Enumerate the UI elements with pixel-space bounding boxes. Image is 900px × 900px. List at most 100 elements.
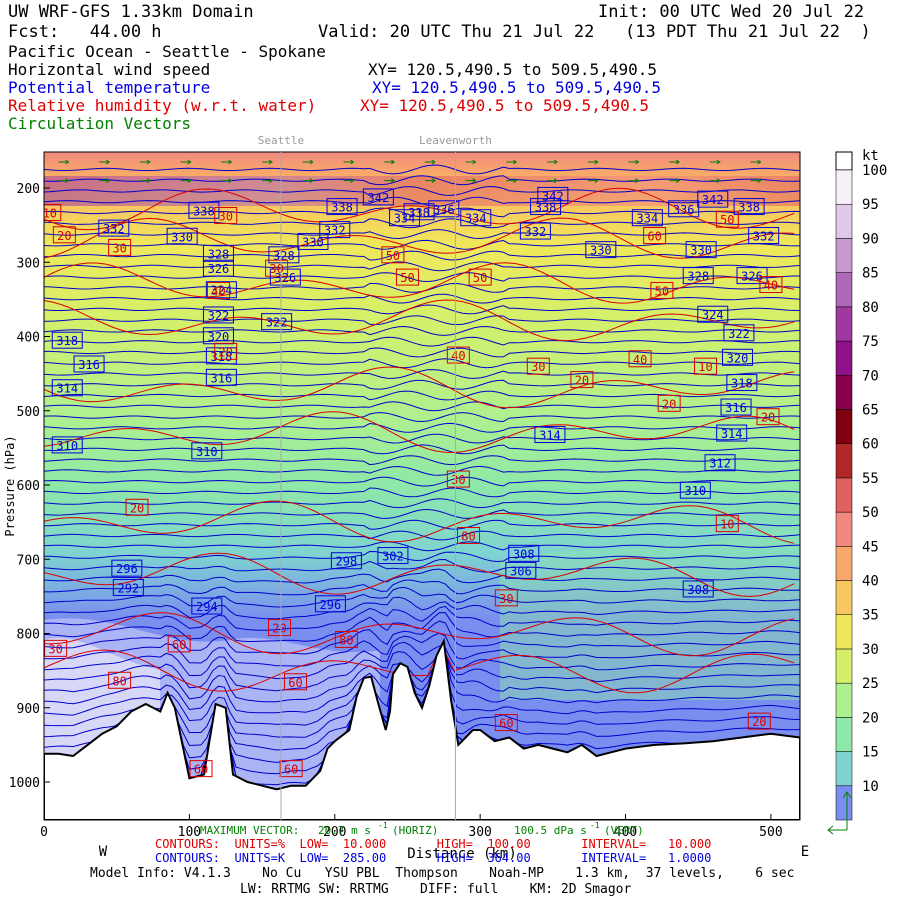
- colorbar-cell: [835, 682, 853, 718]
- circulation-vector: [424, 159, 436, 165]
- rh-label: 40: [211, 284, 225, 298]
- isentrope-line: [44, 649, 800, 714]
- rh-contour-line: [44, 366, 795, 409]
- max-vector-horiz-tag: (HORIZ): [392, 824, 438, 837]
- xlabel: Distance (km): [407, 846, 517, 862]
- rh-label-box: [457, 526, 481, 544]
- theta-label-box: [73, 355, 105, 373]
- colorbar-cell: [835, 272, 853, 308]
- isentrope-line: [44, 476, 800, 487]
- circulation-vector: [547, 178, 558, 183]
- isentrope-line: [44, 272, 800, 283]
- rh-label-box: [44, 639, 68, 657]
- rh-label: Relative humidity (w.r.t. water): [8, 96, 317, 115]
- rh-label-box: [468, 268, 492, 286]
- rh-label: 80: [339, 633, 353, 647]
- colorbar-cell: [835, 648, 853, 684]
- isentrope-line: [44, 185, 800, 196]
- rh-label-box: [108, 671, 132, 689]
- isentrope-line: [44, 207, 800, 218]
- rh-label: 20: [57, 229, 71, 243]
- rh-label: 40: [764, 279, 778, 293]
- circulation-vector: [424, 178, 436, 183]
- theta-label: 324: [211, 284, 233, 298]
- theta-label-box: [112, 578, 144, 596]
- circulation-vector: [506, 178, 518, 183]
- isentrope-line: [44, 315, 800, 326]
- isentrope-line: [44, 444, 800, 455]
- colorbar-label: 70: [862, 368, 879, 384]
- theta-label: 296: [116, 562, 138, 576]
- rh-label: 20: [219, 345, 233, 359]
- rh-label: 20: [130, 501, 144, 515]
- circulation-vector: [750, 178, 762, 183]
- circulation-vector: [547, 159, 558, 165]
- isentrope-line: [44, 293, 800, 304]
- isentrope-line: [44, 358, 800, 369]
- model-info-physics: LW: RRTMG SW: RRTMG DIFF: full KM: 2D Sm…: [240, 882, 632, 897]
- isentrope-line: [44, 422, 800, 433]
- x-tick-label: 200: [323, 825, 346, 840]
- circulation-vector: [99, 159, 111, 165]
- circulation-vector: [465, 159, 477, 165]
- max-vector-vert-unit: -1: [590, 821, 600, 830]
- circulation-vector: [99, 178, 111, 183]
- theta-label: 342: [542, 189, 564, 203]
- colorbar-label: 15: [862, 745, 879, 761]
- rh-label: 50: [386, 249, 400, 263]
- rh-label-box: [494, 714, 518, 732]
- theta-label: 332: [324, 224, 346, 238]
- theta-label: 320: [727, 351, 749, 365]
- isentrope-line: [44, 620, 800, 655]
- colorbar-cell: [835, 409, 853, 444]
- rh-label-box: [214, 342, 238, 360]
- rh-label: 20: [662, 397, 676, 411]
- theta-label: 318: [731, 377, 753, 391]
- theta-label-box: [682, 580, 714, 598]
- theta-label: 334: [465, 212, 487, 226]
- isentrope-line: [44, 250, 800, 261]
- theta-label-box: [508, 544, 540, 562]
- theta-contour-info: CONTOURS: UNITS=K LOW= 285.00 HIGH= 364.…: [155, 851, 712, 865]
- isentrope-line: [44, 498, 800, 509]
- theta-label-box: [166, 227, 198, 245]
- theta-label: 338: [331, 201, 353, 215]
- theta-label: 314: [721, 427, 743, 441]
- theta-label: 310: [56, 439, 78, 453]
- theta-label-box: [704, 454, 736, 472]
- theta-label: 328: [208, 247, 230, 261]
- west-label: W: [99, 844, 108, 860]
- isentrope-line: [44, 304, 800, 315]
- colorbar-label: 35: [862, 608, 879, 624]
- theta-label-box: [720, 398, 752, 416]
- circulation-vector: [709, 159, 721, 165]
- theta-label: 318: [211, 350, 233, 364]
- rh-label-box: [715, 210, 739, 228]
- theta-label: 316: [725, 401, 747, 415]
- rh-label-box: [395, 268, 419, 286]
- colorbar-cell: [835, 580, 853, 615]
- rh-label-box: [628, 350, 652, 368]
- circulation-vector: [587, 159, 599, 165]
- colorbar-cell: [835, 151, 853, 171]
- theta-label: 324: [702, 308, 724, 322]
- theta-label-box: [631, 209, 663, 227]
- theta-label: 310: [196, 445, 218, 459]
- theta-label: 330: [690, 244, 712, 258]
- y-tick-label: 300: [17, 256, 40, 271]
- isentrope-line: [44, 649, 800, 692]
- rh-label-box: [279, 760, 303, 778]
- model-info: Model Info: V4.1.3 No Cu YSU PBL Thompso…: [90, 866, 795, 881]
- circulation-vector: [58, 159, 70, 165]
- isentrope-line: [44, 336, 800, 347]
- colorbar-cell: [835, 717, 853, 752]
- theta-label: 326: [741, 270, 763, 284]
- rh-label: 40: [451, 349, 465, 363]
- theta-label-box: [685, 241, 717, 259]
- isentrope-line: [44, 641, 800, 680]
- theta-label-box: [111, 559, 143, 577]
- rh-xy: XY= 120.5,490.5 to 509.5,490.5: [360, 96, 649, 115]
- colorbar-label: 10: [862, 779, 879, 795]
- theta-label-box: [668, 200, 700, 218]
- colorbar-label: 65: [862, 402, 879, 418]
